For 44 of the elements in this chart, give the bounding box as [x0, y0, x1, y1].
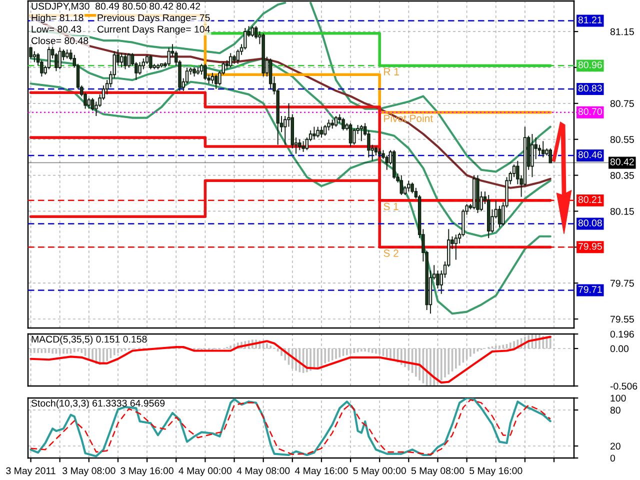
y-tick-label: 0.196 — [610, 330, 634, 338]
ref-line-label: 80.46 — [578, 151, 602, 158]
ref-line-label: 79.95 — [578, 242, 602, 250]
ref-line-label: 80.42 — [610, 158, 634, 166]
y-tick-label: 81.15 — [610, 28, 634, 36]
y-tick-label: 79.55 — [610, 316, 634, 323]
ref-line-label: 80.70 — [578, 108, 602, 116]
ref-line-label: 80.08 — [578, 220, 602, 226]
annotation: Close= 80.48 — [31, 37, 88, 44]
y-tick-label: 80.15 — [610, 208, 634, 215]
annotation: S 2 — [384, 250, 398, 257]
y-tick-label: 80.35 — [610, 172, 634, 179]
ref-line-label: 79.71 — [578, 286, 602, 293]
x-tick-label: 3 May 08:00 — [62, 467, 116, 476]
annotation: Low= 80.43 — [32, 26, 82, 33]
y-tick-label: 0.00 — [610, 345, 629, 352]
y-tick-label: -0.506 — [610, 382, 638, 390]
annotation: S 1 — [384, 202, 398, 210]
ref-line-label: 81.21 — [578, 16, 602, 24]
x-tick-label: 3 May 16:00 — [120, 467, 174, 476]
y-tick-label: 100 — [610, 394, 626, 402]
chart-title: Stoch(10,3,3) 61.3333 64.9569 — [31, 400, 165, 409]
annotation: R 1 — [384, 68, 399, 76]
chart-title: MACD(5,35,5) 0.151 0.158 — [32, 336, 147, 345]
annotation: High= 81.18 — [32, 14, 84, 24]
x-tick-label: 3 May 2011 — [6, 467, 56, 476]
y-tick-label: 20 — [610, 442, 620, 450]
x-tick-label: 4 May 08:00 — [236, 467, 290, 476]
annotation: Current Days Range= 104 — [97, 26, 210, 35]
y-tick-label: 0 — [610, 454, 616, 462]
ref-line-label: 80.96 — [578, 61, 602, 68]
chart-title: USDJPY,M30 80.49 80.50 80.42 80.42 — [32, 2, 200, 11]
ref-line-label: 80.83 — [578, 84, 602, 92]
annotation: Previous Days Range= 75 — [98, 14, 210, 24]
x-tick-label: 4 May 16:00 — [294, 467, 348, 476]
x-tick-label: 5 May 00:00 — [353, 467, 406, 476]
y-tick-label: 79.75 — [610, 280, 634, 287]
x-tick-label: 5 May 16:00 — [470, 467, 522, 476]
y-tick-label: 80 — [610, 406, 620, 414]
x-tick-label: 5 May 08:00 — [411, 467, 464, 476]
y-tick-label: 80.75 — [610, 100, 634, 108]
y-tick-label: 80.55 — [610, 136, 634, 143]
x-tick-label: 4 May 00:00 — [178, 467, 232, 476]
ref-line-label: 80.21 — [578, 196, 602, 204]
